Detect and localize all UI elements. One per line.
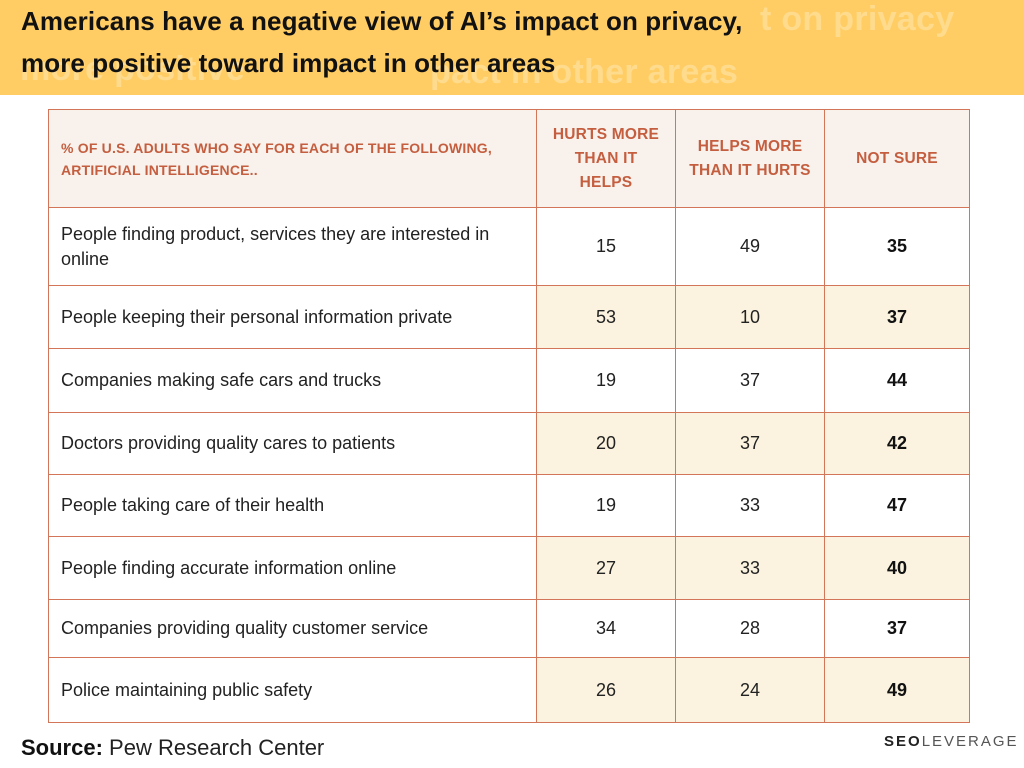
column-header-not-sure: NOT SURE <box>824 109 970 208</box>
cell-hurts: 34 <box>536 599 676 658</box>
table-row: Police maintaining public safety 26 24 4… <box>48 657 970 723</box>
row-label: Police maintaining public safety <box>48 657 537 723</box>
cell-not-sure: 35 <box>824 207 970 286</box>
table-row: People keeping their personal informatio… <box>48 285 970 349</box>
banner-ghost-text: more positive <box>20 50 245 88</box>
page-title-line-1: Americans have a negative view of AI’s i… <box>21 6 743 36</box>
row-label: People keeping their personal informatio… <box>48 285 537 349</box>
table-row: People finding accurate information onli… <box>48 536 970 600</box>
brand-logo: SEOLEVERAGE <box>884 733 1019 750</box>
cell-hurts: 20 <box>536 412 676 475</box>
data-table: % OF U.S. ADULTS WHO SAY FOR EACH OF THE… <box>48 109 970 723</box>
column-header-helps: HELPS MORE THAN IT HURTS <box>675 109 825 208</box>
cell-hurts: 19 <box>536 474 676 537</box>
cell-helps: 49 <box>675 207 825 286</box>
table-row: People taking care of their health 19 33… <box>48 474 970 537</box>
cell-hurts: 19 <box>536 348 676 413</box>
source-note: Source: Pew Research Center <box>21 735 324 761</box>
page-title-line-2: more positive toward impact in other are… <box>21 48 556 78</box>
cell-helps: 28 <box>675 599 825 658</box>
table-row: Companies providing quality customer ser… <box>48 599 970 658</box>
cell-not-sure: 44 <box>824 348 970 413</box>
row-label: Doctors providing quality cares to patie… <box>48 412 537 475</box>
row-label: People taking care of their health <box>48 474 537 537</box>
cell-not-sure: 37 <box>824 599 970 658</box>
cell-not-sure: 47 <box>824 474 970 537</box>
banner-ghost-text: t on privacy <box>760 0 955 38</box>
table-header-row: % OF U.S. ADULTS WHO SAY FOR EACH OF THE… <box>48 109 970 208</box>
cell-hurts: 53 <box>536 285 676 349</box>
cell-helps: 33 <box>675 474 825 537</box>
cell-not-sure: 37 <box>824 285 970 349</box>
cell-not-sure: 49 <box>824 657 970 723</box>
cell-hurts: 15 <box>536 207 676 286</box>
cell-helps: 37 <box>675 412 825 475</box>
cell-helps: 37 <box>675 348 825 413</box>
source-value: Pew Research Center <box>109 735 325 760</box>
table-row: Doctors providing quality cares to patie… <box>48 412 970 475</box>
row-label: People finding product, services they ar… <box>48 207 537 286</box>
cell-hurts: 26 <box>536 657 676 723</box>
column-header-hurts: HURTS MORE THAN IT HELPS <box>536 109 676 208</box>
cell-helps: 33 <box>675 536 825 600</box>
table-row: People finding product, services they ar… <box>48 207 970 286</box>
brand-logo-leverage: LEVERAGE <box>921 733 1019 750</box>
title-banner: t on privacy more positive pact in other… <box>0 0 1024 95</box>
source-label: Source: <box>21 735 103 760</box>
row-label: People finding accurate information onli… <box>48 536 537 600</box>
cell-helps: 24 <box>675 657 825 723</box>
cell-not-sure: 42 <box>824 412 970 475</box>
row-label: Companies making safe cars and trucks <box>48 348 537 413</box>
cell-helps: 10 <box>675 285 825 349</box>
table-row: Companies making safe cars and trucks 19… <box>48 348 970 413</box>
brand-logo-seo: SEO <box>884 733 922 750</box>
cell-hurts: 27 <box>536 536 676 600</box>
column-header-question: % OF U.S. ADULTS WHO SAY FOR EACH OF THE… <box>48 109 537 208</box>
cell-not-sure: 40 <box>824 536 970 600</box>
row-label: Companies providing quality customer ser… <box>48 599 537 658</box>
banner-ghost-text: pact in other areas <box>430 53 739 91</box>
